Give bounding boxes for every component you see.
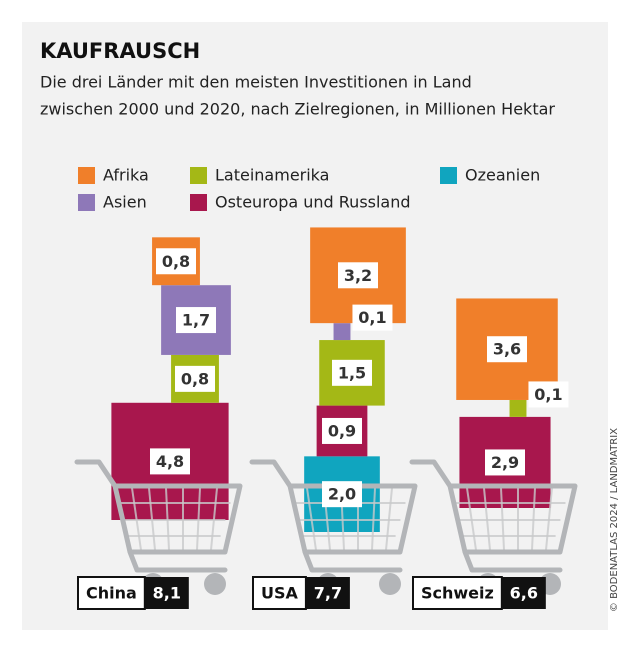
total-label: 6,6 [510,584,538,603]
subtitle: Die drei Länder mit den meisten Investit… [40,73,472,92]
total-box [305,577,350,609]
value-label: 0,8 [162,252,190,271]
value-label-box [332,359,372,386]
value-label: 3,6 [493,340,521,359]
chart-title: KAUFRAUSCH [40,39,200,63]
value-label-box [352,304,393,331]
cart-frame [409,459,578,573]
credit: © BODENATLAS 2024 / LANDMATRIX [609,428,620,612]
legend-label: Afrika [103,166,149,185]
value-label: 1,7 [182,311,210,330]
category-label: USA [261,584,299,603]
total-label: 8,1 [153,584,181,603]
value-label: 0,1 [358,308,386,327]
value-label-box [176,307,216,334]
category-box [412,576,503,610]
category-box [77,576,146,610]
value-label: 2,0 [328,485,356,504]
value-label: 1,5 [338,363,366,382]
value-label-box [322,417,362,444]
value-label-box [487,336,527,363]
value-label-box [485,449,525,476]
cart-wheel [379,573,401,595]
total-label: 7,7 [314,584,342,603]
value-label-box [528,381,569,408]
value-label-box [175,365,215,392]
legend-label: Asien [103,193,147,212]
category-label: China [86,584,137,603]
legend-label: Lateinamerika [215,166,329,185]
total-box [144,577,189,609]
subtitle: zwischen 2000 und 2020, nach Zielregione… [40,100,555,119]
category-box [252,576,307,610]
value-label: 0,8 [181,369,209,388]
legend-swatch [190,194,207,211]
value-label: 2,9 [491,453,519,472]
value-label-box [150,448,190,475]
cart-wheel [204,573,226,595]
value-label-box [322,481,362,508]
legend-swatch [78,167,95,184]
value-label: 4,8 [156,452,184,471]
legend-swatch [190,167,207,184]
value-label: 0,9 [328,421,356,440]
value-label-box [156,248,196,275]
square [333,323,351,341]
value-label: 3,2 [344,266,372,285]
cart [74,459,243,595]
value-label-box [338,262,378,289]
labels: 4,8 0,8 1,7 0,8 China 8,1 2,0 0,9 1,5 0,1 3,2 USA 7,… [77,248,569,610]
value-label: 0,1 [534,385,562,404]
legend-label: Osteuropa und Russland [215,193,411,212]
legend-label: Ozeanien [465,166,540,185]
square [509,399,527,417]
category-label: Schweiz [421,584,494,603]
legend-swatch [440,167,457,184]
total-box [501,577,546,609]
cart-frame [74,459,243,573]
legend-swatch [78,194,95,211]
cart-frame [249,459,418,573]
